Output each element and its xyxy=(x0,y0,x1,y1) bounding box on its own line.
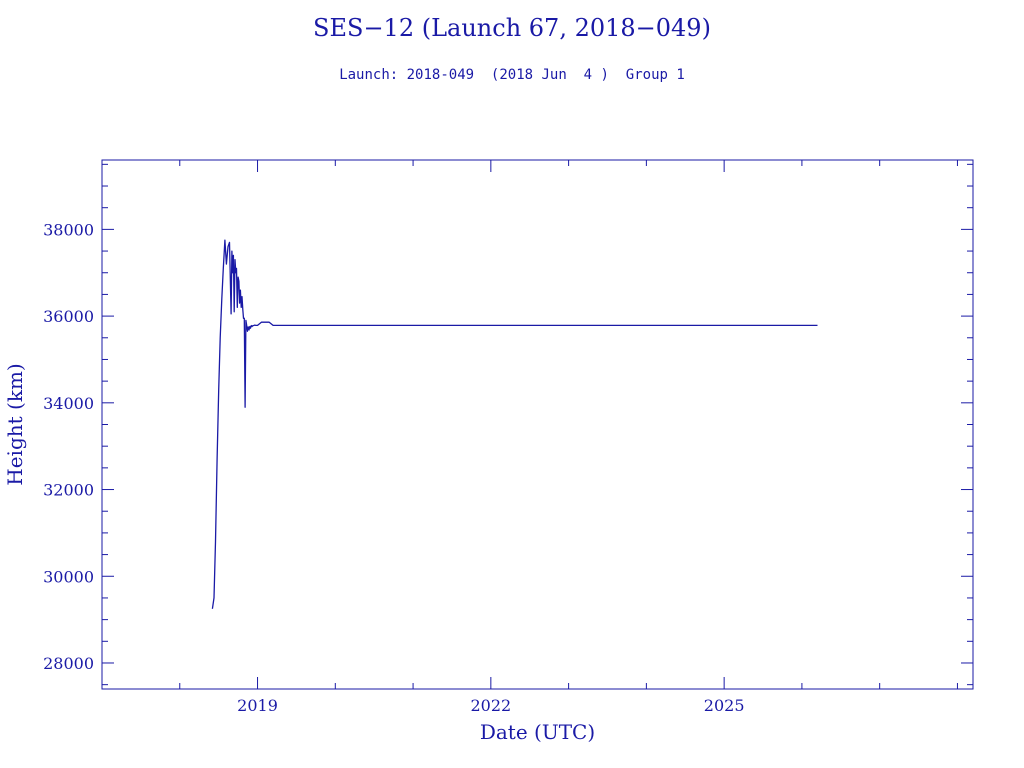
x-tick-label: 2022 xyxy=(470,696,511,715)
y-tick-label: 38000 xyxy=(43,220,94,239)
y-tick-label: 30000 xyxy=(43,567,94,586)
chart-title: SES−12 (Launch 67, 2018−049) xyxy=(313,14,711,42)
x-tick-label: 2019 xyxy=(237,696,278,715)
series-line-1 xyxy=(211,239,818,609)
y-axis-title: Height (km) xyxy=(3,363,27,485)
y-tick-label: 32000 xyxy=(43,481,94,500)
y-tick-label: 36000 xyxy=(43,307,94,326)
x-axis-title: Date (UTC) xyxy=(480,720,595,744)
y-tick-label: 34000 xyxy=(43,394,94,413)
x-tick-label: 2025 xyxy=(704,696,745,715)
chart-subtitle: Launch: 2018-049 (2018 Jun 4 ) Group 1 xyxy=(339,67,685,83)
plot-frame xyxy=(101,159,974,690)
y-tick-label: 28000 xyxy=(43,654,94,673)
